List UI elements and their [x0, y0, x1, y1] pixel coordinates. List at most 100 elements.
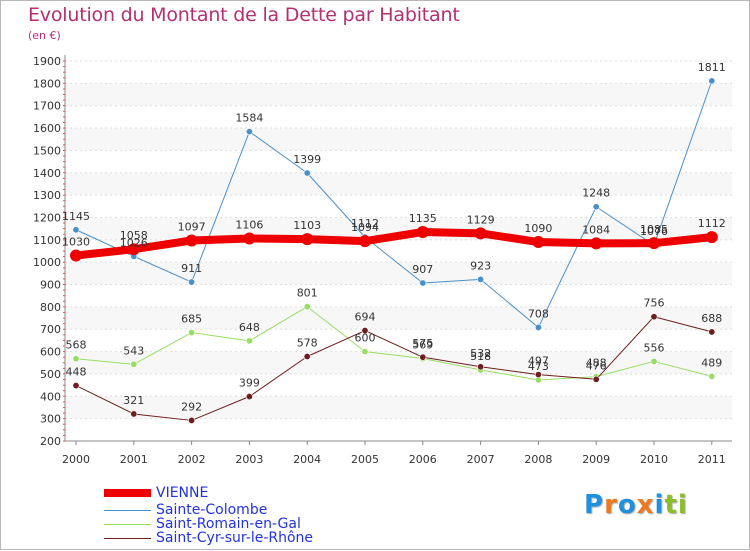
grid-band: [65, 83, 732, 106]
y-tick-label: 500: [40, 368, 61, 381]
data-label: 1084: [582, 223, 610, 236]
grid-band: [65, 195, 732, 218]
grid-band: [65, 128, 732, 151]
data-label: 756: [644, 297, 665, 310]
data-label: 1090: [524, 222, 552, 235]
data-point: [72, 355, 80, 363]
data-point: [534, 371, 542, 379]
logo-letter: i: [677, 490, 688, 520]
data-label: 1097: [178, 220, 206, 233]
data-label: 1094: [351, 221, 379, 234]
y-tick-label: 700: [40, 323, 61, 336]
data-point: [361, 348, 369, 356]
data-label: 688: [701, 312, 722, 325]
data-label: 1135: [409, 212, 437, 225]
data-point: [188, 278, 196, 286]
data-label: 923: [470, 259, 491, 272]
data-label: 801: [297, 287, 318, 300]
data-label: 1584: [235, 112, 263, 125]
data-point: [419, 279, 427, 287]
data-label: 1106: [235, 218, 263, 231]
data-label: 1399: [293, 153, 321, 166]
data-point: [477, 275, 485, 283]
legend-swatch-saint-romain: [104, 524, 151, 525]
x-tick-label: 2007: [467, 453, 495, 466]
series-line: [75, 80, 713, 328]
logo-letter: x: [636, 490, 655, 520]
chart-title: Evolution du Montant de la Dette par Hab…: [28, 4, 460, 26]
data-label: 292: [181, 400, 202, 413]
y-tick-label: 400: [40, 390, 61, 403]
data-label: 1145: [62, 210, 90, 223]
y-tick-label: 1400: [33, 167, 61, 180]
logo-letter: P: [584, 490, 605, 520]
legend-label-saint-romain: Saint-Romain-en-Gal: [156, 516, 301, 532]
data-label: 907: [412, 263, 433, 276]
unit-label: (en €): [28, 29, 61, 42]
y-tick-label: 800: [40, 301, 61, 314]
legend-swatch-sainte-colombe: [104, 510, 151, 511]
data-label: 518: [470, 350, 491, 363]
legend-label-sainte-colombe: Sainte-Colombe: [156, 502, 268, 518]
data-point: [188, 416, 196, 424]
data-point: [708, 372, 716, 380]
y-tick-label: 900: [40, 279, 61, 292]
grid-band: [65, 262, 732, 285]
data-point: [477, 363, 485, 371]
y-tick-label: 1000: [33, 256, 61, 269]
data-point: [72, 382, 80, 390]
y-tick-label: 1200: [33, 211, 61, 224]
data-point: [359, 235, 371, 248]
data-point: [243, 232, 256, 245]
x-tick-label: 2011: [698, 453, 726, 466]
data-label: 399: [239, 377, 260, 390]
data-label: 1030: [62, 235, 90, 248]
data-point: [303, 169, 311, 177]
legend-swatch-vienne: [104, 489, 151, 497]
legend-label-saint-cyr: Saint-Cyr-sur-le-Rhône: [156, 530, 314, 546]
data-label: 488: [586, 357, 607, 370]
data-point: [245, 337, 253, 345]
y-tick-label: 1700: [33, 100, 61, 113]
x-tick-label: 2005: [351, 453, 379, 466]
data-label: 532: [470, 347, 491, 360]
data-label: 911: [181, 262, 202, 275]
data-label: 600: [355, 332, 376, 345]
x-tick-label: 2008: [524, 453, 552, 466]
data-point: [650, 313, 658, 321]
data-point: [419, 353, 427, 361]
grid-band: [65, 217, 732, 240]
proxiti-logo: Proxiti: [584, 490, 688, 520]
data-point: [303, 303, 311, 311]
grid-band: [65, 172, 732, 196]
data-point: [590, 237, 603, 250]
y-tick-label: 1800: [33, 77, 61, 90]
series-line: [75, 306, 713, 381]
y-tick-label: 200: [40, 435, 61, 448]
data-point: [130, 360, 138, 368]
data-point: [72, 226, 80, 234]
data-point: [301, 233, 314, 246]
data-point: [648, 237, 660, 250]
data-point: [245, 393, 253, 401]
x-tick-label: 2009: [582, 453, 610, 466]
data-point: [303, 353, 311, 361]
logo-letter: o: [617, 490, 637, 520]
data-point: [592, 203, 600, 211]
grid-band: [65, 150, 732, 173]
y-tick-label: 1600: [33, 122, 61, 135]
grid-band: [65, 105, 732, 129]
series-line: [72, 228, 716, 260]
data-label: 685: [181, 313, 202, 326]
data-point: [705, 231, 718, 244]
data-label: 708: [528, 307, 549, 320]
data-label: 1248: [582, 187, 610, 200]
y-tick-label: 1100: [33, 234, 61, 247]
data-point: [592, 375, 600, 383]
y-tick-label: 1500: [33, 144, 61, 157]
data-point: [188, 329, 196, 337]
grid-band: [65, 418, 732, 441]
data-label: 321: [123, 394, 144, 407]
